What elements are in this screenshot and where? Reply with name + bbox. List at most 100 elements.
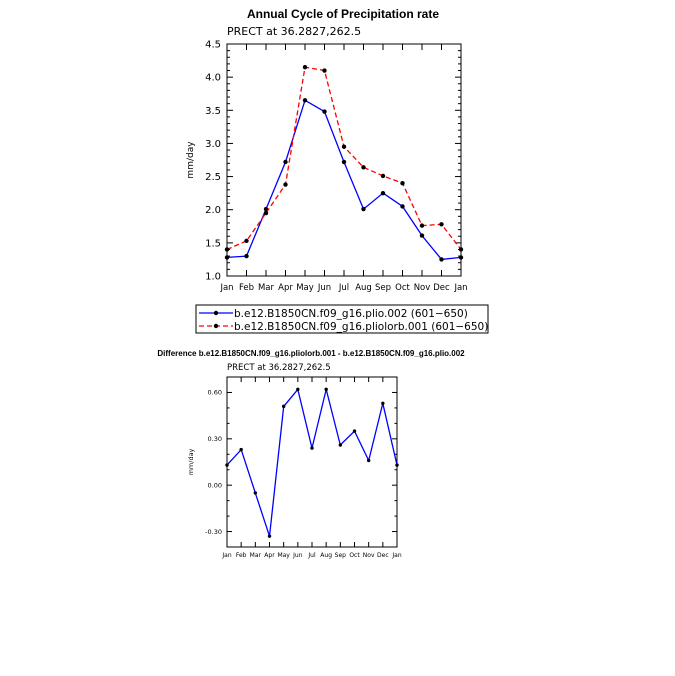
chart1-data-point — [341, 144, 347, 149]
chart1-x-tick-label: Jul — [338, 283, 349, 293]
chart2-data-point — [239, 447, 243, 452]
chart2-x-tick-label: Jun — [292, 552, 303, 559]
chart2-x-tick-label: Sep — [335, 552, 347, 559]
chart1-y-tick-label: 2.5 — [205, 172, 221, 183]
chart1-y-tick-label: 3.5 — [205, 106, 221, 117]
chart1-data-point — [244, 238, 249, 244]
chart1-data-point — [302, 98, 308, 103]
chart2-x-tick-label: Nov — [363, 552, 375, 559]
chart2-series — [225, 387, 399, 538]
chart1-data-point — [322, 109, 327, 114]
chart1-y-tick-label: 4.0 — [205, 73, 221, 84]
chart1-x-tick-labels: Jan Feb Mar Apr May Jun Jul Aug Sep Oct Nov Dec Jan — [219, 283, 467, 293]
chart1-x-tick-label: Aug — [355, 283, 372, 293]
chart1-x-tick-label: Jun — [317, 283, 331, 293]
chart1-ylabel: mm/day — [186, 141, 196, 179]
chart1-y-tick-label: 2.0 — [205, 205, 221, 216]
chart2-series-line-0 — [226, 387, 398, 537]
chart1-data-point — [224, 255, 230, 260]
legend-label-0: b.e12.B1850CN.f09_g16.plio.002 (601−650) — [234, 308, 468, 320]
chart2-title: Difference b.e12.B1850CN.f09_g16.pliolor… — [157, 349, 465, 358]
chart1-series-line-1 — [226, 66, 462, 251]
chart1-x-tick-label: Jan — [453, 283, 467, 293]
chart1-series-line-0 — [226, 99, 462, 261]
chart1-data-point — [419, 233, 425, 238]
chart1-data-point — [263, 206, 269, 212]
chart2-x-tick-labels: Jan Feb Mar Apr May Jun Jul Aug Sep Oct Nov Dec Jan — [221, 552, 401, 559]
chart1-data-point — [322, 68, 327, 73]
chart1-y-tick-labels: 1.0 1.5 2.0 2.5 3.0 3.5 4.0 4.5 — [205, 40, 221, 283]
chart2-y-tick-label: 0.30 — [208, 435, 222, 443]
chart1-data-point — [224, 247, 230, 252]
legend-item-0: b.e12.B1850CN.f09_g16.plio.002 (601−650) — [199, 308, 468, 320]
chart2-data-point — [253, 491, 258, 495]
chart1-y-tick-label: 1.0 — [205, 272, 221, 283]
chart2-x-tick-label: Oct — [349, 552, 360, 559]
chart2-data-point — [267, 534, 272, 538]
chart1-y-tick-label: 1.5 — [205, 238, 221, 249]
chart2-ylabel: mm/day — [187, 448, 195, 475]
chart1-data-point — [361, 206, 366, 212]
chart1-data-point — [439, 257, 444, 262]
legend-marker-0 — [213, 310, 219, 316]
chart1-subtitle: PRECT at 36.2827,262.5 — [227, 25, 361, 38]
chart2-x-tick-label: Apr — [264, 552, 275, 559]
chart1-x-tick-label: Mar — [258, 283, 275, 293]
chart2-y-tick-label: 0.00 — [208, 481, 222, 489]
chart2-data-point — [281, 404, 286, 409]
chart2-y-tick-label: -0.30 — [205, 528, 222, 536]
chart2-data-point — [366, 458, 371, 463]
chart1-x-tick-label: Sep — [375, 283, 391, 293]
chart1-x-tick-label: May — [296, 283, 314, 293]
chart2-x-tick-label: Jan — [221, 552, 231, 559]
chart1-series — [224, 65, 464, 262]
chart2-x-tick-label: May — [277, 552, 290, 559]
chart2-data-point — [296, 387, 300, 392]
chart1-x-tick-label: Dec — [433, 283, 450, 293]
chart2-y-tick-label: 0.60 — [208, 389, 222, 397]
chart2-data-point — [338, 443, 343, 447]
chart1-data-point — [263, 210, 269, 216]
chart1-x-tick-label: Nov — [414, 283, 431, 293]
chart1-y-tick-label: 3.0 — [205, 139, 221, 150]
chart2-data-point — [225, 463, 229, 467]
chart1-data-point — [302, 65, 308, 70]
legend-label-1: b.e12.B1850CN.f09_g16.pliolorb.001 (601−… — [234, 321, 488, 333]
chart2-plot-frame — [226, 376, 398, 548]
difference-chart: Difference b.e12.B1850CN.f09_g16.pliolor… — [157, 349, 465, 559]
chart2-data-point — [395, 463, 399, 467]
chart2-x-tick-label: Jan — [391, 552, 401, 559]
chart2-data-point — [310, 446, 314, 450]
chart2-data-point — [352, 429, 357, 433]
legend-box — [195, 304, 489, 334]
chart1-x-tick-label: Oct — [395, 283, 410, 293]
chart1-data-point — [361, 165, 366, 170]
chart2-ticks — [226, 376, 398, 548]
chart1-data-point — [458, 247, 464, 252]
chart2-x-tick-label: Dec — [377, 552, 389, 559]
chart1-data-point — [400, 181, 405, 186]
chart1-data-point — [400, 204, 405, 209]
annual-cycle-chart: Annual Cycle of Precipitation rate PRECT… — [186, 7, 489, 334]
chart1-data-point — [439, 222, 444, 227]
chart2-data-point — [381, 401, 385, 405]
chart1-data-point — [419, 223, 425, 228]
chart2-data-point — [324, 387, 328, 392]
chart2-subtitle: PRECT at 36.2827,262.5 — [227, 363, 331, 373]
chart1-y-tick-label: 4.5 — [205, 40, 221, 51]
chart1-data-point — [283, 159, 288, 165]
chart2-x-tick-label: Aug — [320, 552, 332, 559]
chart1-data-point — [341, 159, 347, 165]
chart1-title: Annual Cycle of Precipitation rate — [247, 7, 439, 21]
legend-item-1: b.e12.B1850CN.f09_g16.pliolorb.001 (601−… — [199, 321, 488, 333]
chart1-data-point — [244, 253, 249, 259]
chart2-x-tick-label: Feb — [236, 552, 247, 559]
chart2-y-tick-labels: -0.30 0.00 0.30 0.60 — [205, 389, 222, 536]
chart1-ticks — [226, 43, 462, 277]
chart1-x-tick-label: Apr — [278, 283, 293, 293]
chart1-data-point — [380, 173, 386, 179]
chart1-x-tick-label: Feb — [239, 283, 254, 293]
chart1-data-point — [458, 255, 464, 260]
chart2-x-tick-label: Mar — [250, 552, 262, 559]
